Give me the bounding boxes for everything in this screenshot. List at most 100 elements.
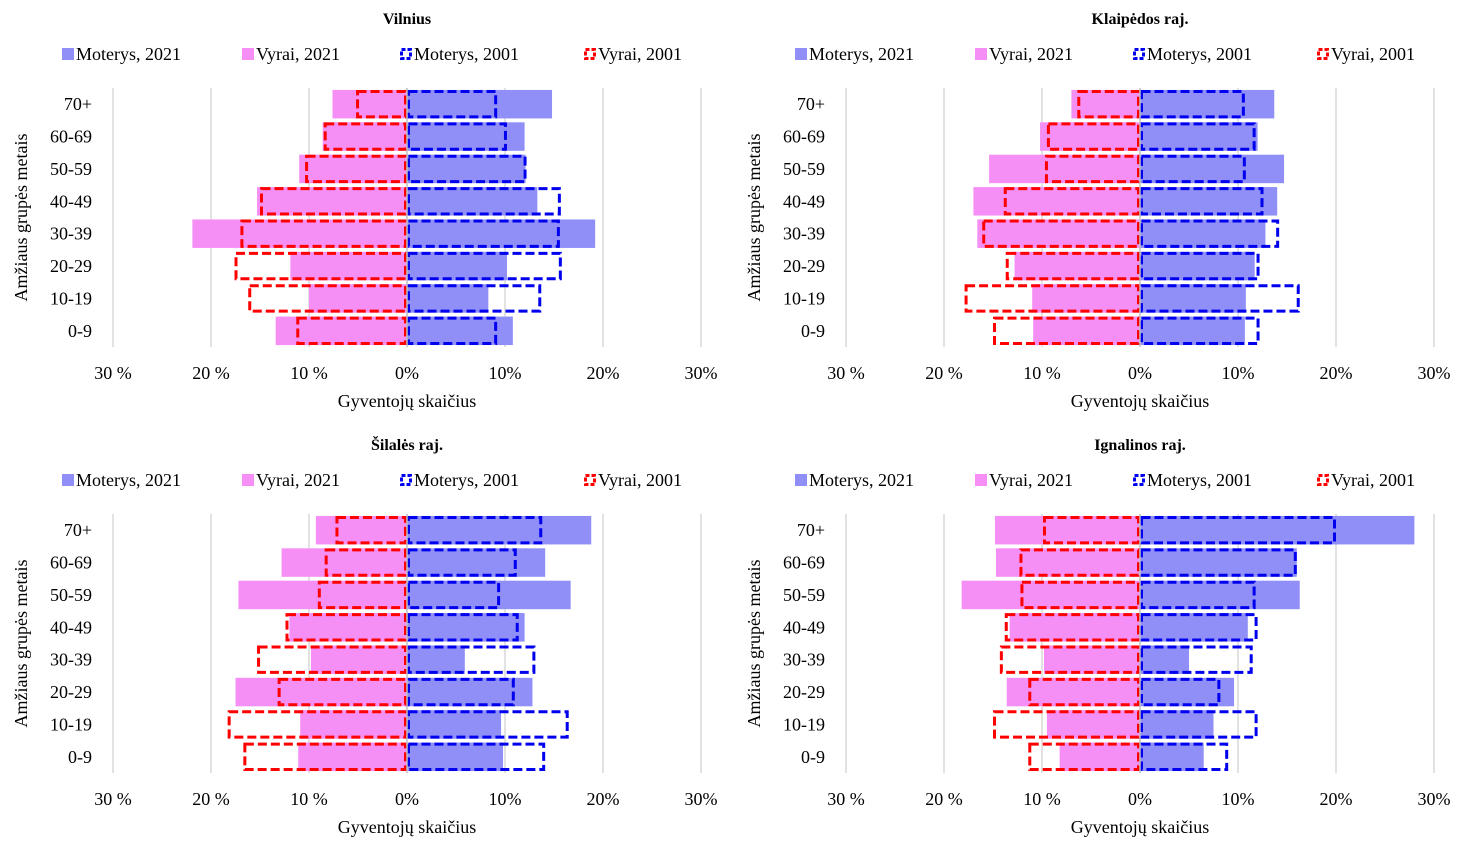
bar-moterys-2021-30-39 xyxy=(407,645,465,674)
bar-vyrai-2001-30-39 xyxy=(240,219,407,248)
legend-label-vyrai-2001: Vyrai, 2001 xyxy=(598,470,682,490)
bar-vyrai-2021-40-49 xyxy=(973,187,1140,216)
x-tick-label: 30 % xyxy=(827,789,865,809)
x-tick-label: 20% xyxy=(1320,789,1353,809)
bar-moterys-2001-10-19 xyxy=(407,284,542,313)
bar-moterys-2021-10-19 xyxy=(407,710,502,739)
bar-vyrai-2021-0-9 xyxy=(1033,316,1140,346)
legend-swatch-vyrai-2021 xyxy=(975,474,987,486)
bar-moterys-2021-0-9 xyxy=(407,742,504,772)
bar-vyrai-2021-20-29 xyxy=(235,677,407,707)
pyramid-chart-vilnius: Vilnius Moterys, 2021 Vyrai, 2021 Moterys, … xyxy=(11,11,718,411)
y-axis-title: Amžiaus grupės metais xyxy=(11,560,31,728)
legend-label-vyrai-2021: Vyrai, 2021 xyxy=(256,44,340,64)
legend-label-vyrai-2021: Vyrai, 2021 xyxy=(989,44,1073,64)
bar-moterys-2001-20-29 xyxy=(1140,251,1260,281)
legend-label-moterys-2021: Moterys, 2021 xyxy=(76,44,181,64)
x-axis-title: Gyventojų skaičius xyxy=(338,391,476,411)
legend-label-vyrai-2021: Vyrai, 2021 xyxy=(989,470,1073,490)
y-tick-label: 70+ xyxy=(64,520,92,540)
legend-swatch-moterys-2021 xyxy=(795,474,807,486)
bar-moterys-2021-40-49 xyxy=(1140,187,1278,216)
bar-vyrai-2021-50-59 xyxy=(238,580,407,610)
x-tick-label: 0% xyxy=(1128,363,1152,383)
bar-moterys-2021-50-59 xyxy=(1140,154,1285,184)
bar-vyrai-2021-30-39 xyxy=(192,219,407,248)
bar-vyrai-2021-40-49 xyxy=(1009,613,1140,642)
x-tick-label: 10 % xyxy=(1023,363,1061,383)
y-tick-label: 70+ xyxy=(797,94,825,114)
y-tick-label: 30-39 xyxy=(783,650,825,670)
legend-swatch-vyrai-2021 xyxy=(975,48,987,60)
y-tick-label: 60-69 xyxy=(783,553,825,573)
x-tick-label: 20 % xyxy=(192,363,230,383)
bar-vyrai-2021-70 xyxy=(994,515,1140,545)
bar-moterys-2021-0-9 xyxy=(1140,316,1245,346)
bar-vyrai-2021-70 xyxy=(1071,89,1140,119)
bar-moterys-2001-70 xyxy=(1140,89,1245,119)
y-axis-title: Amžiaus grupės metais xyxy=(744,560,764,728)
bar-vyrai-2001-10-19 xyxy=(964,284,1140,313)
bar-moterys-2001-70 xyxy=(1140,515,1336,545)
bar-vyrai-2021-50-59 xyxy=(989,154,1140,184)
bar-moterys-2021-30-39 xyxy=(1140,219,1266,248)
bar-vyrai-2021-50-59 xyxy=(961,580,1140,610)
bar-vyrai-2021-10-19 xyxy=(309,284,407,313)
bar-moterys-2001-0-9 xyxy=(1140,742,1229,772)
x-tick-label: 0% xyxy=(395,363,419,383)
x-tick-label: 10% xyxy=(489,363,522,383)
legend-label-vyrai-2001: Vyrai, 2001 xyxy=(1331,44,1415,64)
bar-vyrai-2021-50-59 xyxy=(299,154,407,184)
bar-moterys-2001-30-39 xyxy=(407,645,536,674)
y-tick-label: 0-9 xyxy=(68,321,92,341)
chart-panel-vilnius: Vilnius Moterys, 2021 Vyrai, 2021 Moterys, … xyxy=(0,0,733,426)
y-tick-label: 20-29 xyxy=(50,256,92,276)
bar-moterys-2001-60-69 xyxy=(1140,548,1297,577)
bar-moterys-2001-40-49 xyxy=(407,613,519,642)
legend-swatch-moterys-2001 xyxy=(1133,474,1145,486)
bar-vyrai-2001-60-69 xyxy=(1019,548,1140,577)
y-tick-label: 50-59 xyxy=(50,585,92,605)
bar-vyrai-2001-40-49 xyxy=(260,187,407,216)
chart-panel-silales: Šilalės raj. Moterys, 2021 Vyrai, 2021 Mote… xyxy=(0,426,733,852)
y-tick-label: 20-29 xyxy=(50,682,92,702)
legend-swatch-moterys-2001 xyxy=(1133,48,1145,60)
pyramid-chart-silales: Šilalės raj. Moterys, 2021 Vyrai, 2021 Mote… xyxy=(11,435,718,837)
bar-vyrai-2021-70 xyxy=(315,515,407,545)
bar-moterys-2021-10-19 xyxy=(407,284,489,313)
bar-moterys-2021-10-19 xyxy=(1140,284,1246,313)
x-tick-label: 10 % xyxy=(290,363,328,383)
legend-swatch-moterys-2001 xyxy=(400,48,412,60)
y-tick-label: 40-49 xyxy=(50,191,92,211)
x-axis-title: Gyventojų skaičius xyxy=(338,817,476,837)
legend-swatch-vyrai-2021 xyxy=(242,48,254,60)
bar-moterys-2001-60-69 xyxy=(1140,122,1256,151)
x-tick-label: 30 % xyxy=(94,789,132,809)
bar-moterys-2001-50-59 xyxy=(407,154,527,184)
bar-vyrai-2021-0-9 xyxy=(1059,742,1140,772)
y-tick-label: 10-19 xyxy=(783,288,825,308)
x-tick-label: 20 % xyxy=(925,789,963,809)
bar-moterys-2001-30-39 xyxy=(1140,645,1253,674)
legend-label-vyrai-2001: Vyrai, 2001 xyxy=(1331,470,1415,490)
x-tick-label: 10% xyxy=(1222,363,1255,383)
bar-vyrai-2001-60-69 xyxy=(323,122,408,151)
bar-moterys-2021-70 xyxy=(1140,515,1415,545)
legend-label-vyrai-2001: Vyrai, 2001 xyxy=(598,44,682,64)
y-axis-title: Amžiaus grupės metais xyxy=(11,134,31,302)
bar-moterys-2001-20-29 xyxy=(407,677,515,707)
y-tick-label: 70+ xyxy=(797,520,825,540)
bar-vyrai-2001-20-29 xyxy=(1005,251,1140,281)
bar-vyrai-2001-70 xyxy=(356,89,408,119)
bar-moterys-2021-40-49 xyxy=(407,187,538,216)
legend-swatch-vyrai-2001 xyxy=(1317,474,1329,486)
x-tick-label: 10% xyxy=(489,789,522,809)
bar-vyrai-2021-20-29 xyxy=(1006,677,1140,707)
bar-vyrai-2021-40-49 xyxy=(257,187,407,216)
x-tick-label: 30% xyxy=(685,363,718,383)
bar-moterys-2001-50-59 xyxy=(1140,580,1256,610)
x-tick-label: 10 % xyxy=(290,789,328,809)
legend-swatch-moterys-2021 xyxy=(62,474,74,486)
bar-moterys-2001-40-49 xyxy=(1140,613,1258,642)
y-tick-label: 30-39 xyxy=(783,224,825,244)
